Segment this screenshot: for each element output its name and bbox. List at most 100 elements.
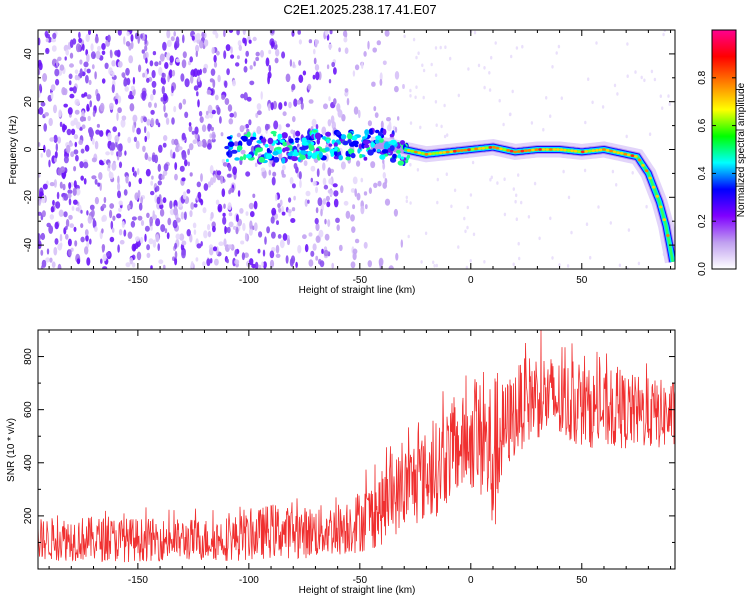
ridge-peak: [414, 150, 418, 154]
ridge-blob: [364, 129, 370, 136]
noise-speck: [117, 107, 122, 114]
noise-speck: [223, 203, 226, 209]
noise-speck: [555, 51, 558, 55]
noise-speck: [382, 162, 386, 170]
noise-speck: [39, 83, 42, 91]
noise-speck: [257, 110, 262, 116]
noise-speck: [260, 91, 263, 100]
noise-speck: [202, 261, 206, 267]
noise-speck: [298, 74, 304, 84]
ridge-peak: [545, 148, 549, 151]
noise-speck: [161, 85, 165, 95]
noise-speck: [66, 128, 72, 136]
noise-speck: [363, 191, 368, 196]
noise-speck: [46, 248, 50, 255]
noise-speck: [135, 236, 140, 242]
spectrogram-x-tick-label: 0: [468, 275, 474, 286]
noise-speck: [527, 215, 531, 219]
noise-speck: [157, 243, 160, 252]
noise-speck: [304, 198, 308, 207]
ridge-blob: [382, 128, 387, 136]
noise-speck: [199, 68, 202, 75]
noise-speck: [159, 203, 164, 210]
noise-speck: [298, 60, 302, 66]
noise-speck: [282, 164, 286, 171]
noise-speck: [318, 229, 324, 238]
noise-speck: [111, 84, 115, 94]
noise-speck: [79, 116, 85, 122]
noise-speck: [152, 88, 156, 96]
noise-speck: [650, 69, 654, 74]
ridge-blob: [374, 139, 380, 144]
noise-speck: [73, 166, 77, 172]
noise-speck: [319, 260, 325, 268]
ridge-peak: [651, 185, 656, 189]
noise-speck: [191, 130, 196, 135]
noise-speck: [324, 218, 327, 225]
noise-speck: [137, 215, 143, 221]
ridge-blob: [281, 157, 286, 164]
noise-speck: [228, 221, 234, 228]
noise-speck: [332, 183, 338, 188]
noise-speck: [430, 62, 433, 67]
noise-speck: [245, 171, 251, 177]
noise-speck: [92, 110, 96, 117]
noise-speck: [345, 210, 351, 219]
noise-speck: [197, 140, 203, 147]
noise-speck: [190, 202, 195, 210]
noise-speck: [490, 55, 493, 60]
noise-speck: [211, 131, 216, 140]
noise-speck: [207, 230, 212, 238]
noise-speck: [363, 241, 368, 249]
noise-speck: [237, 190, 241, 197]
noise-speck: [123, 79, 128, 87]
noise-speck: [310, 250, 315, 257]
noise-speck: [643, 78, 646, 83]
snr-x-label: Height of straight line (km): [299, 585, 416, 596]
noise-speck: [223, 30, 226, 38]
noise-speck: [65, 49, 69, 56]
noise-speck: [58, 109, 62, 118]
noise-speck: [170, 36, 175, 42]
noise-speck: [237, 40, 242, 47]
ridge-blob: [270, 130, 277, 135]
noise-speck: [213, 61, 218, 68]
noise-speck: [254, 261, 259, 269]
noise-speck: [209, 258, 213, 264]
noise-speck: [114, 135, 120, 143]
noise-speck: [169, 200, 173, 209]
noise-speck: [498, 98, 501, 103]
noise-speck: [206, 143, 212, 150]
noise-speck: [38, 69, 41, 76]
noise-speck: [589, 255, 592, 260]
noise-speck: [75, 154, 79, 162]
noise-speck: [174, 162, 178, 171]
noise-speck: [244, 58, 248, 64]
noise-speck: [351, 226, 356, 234]
noise-speck: [373, 182, 378, 188]
ridge-blob: [267, 137, 274, 145]
noise-speck: [323, 103, 328, 110]
noise-speck: [215, 199, 220, 205]
noise-speck: [327, 119, 332, 127]
noise-speck: [494, 41, 497, 45]
noise-speck: [450, 204, 453, 209]
ridge-blob: [281, 132, 288, 139]
noise-speck: [63, 211, 68, 218]
noise-speck: [105, 251, 111, 257]
noise-speck: [274, 193, 278, 202]
noise-speck: [166, 52, 171, 61]
noise-speck: [245, 50, 249, 57]
noise-speck: [107, 162, 111, 169]
ridge-peak: [456, 149, 461, 153]
ridge-blob: [347, 132, 353, 140]
noise-speck: [110, 220, 114, 230]
noise-speck: [483, 260, 486, 264]
noise-speck: [126, 204, 131, 210]
noise-speck: [132, 76, 136, 85]
ridge-peak: [637, 158, 642, 162]
noise-speck: [243, 92, 248, 101]
noise-speck: [374, 112, 379, 118]
noise-speck: [150, 190, 155, 196]
noise-speck: [151, 80, 157, 88]
